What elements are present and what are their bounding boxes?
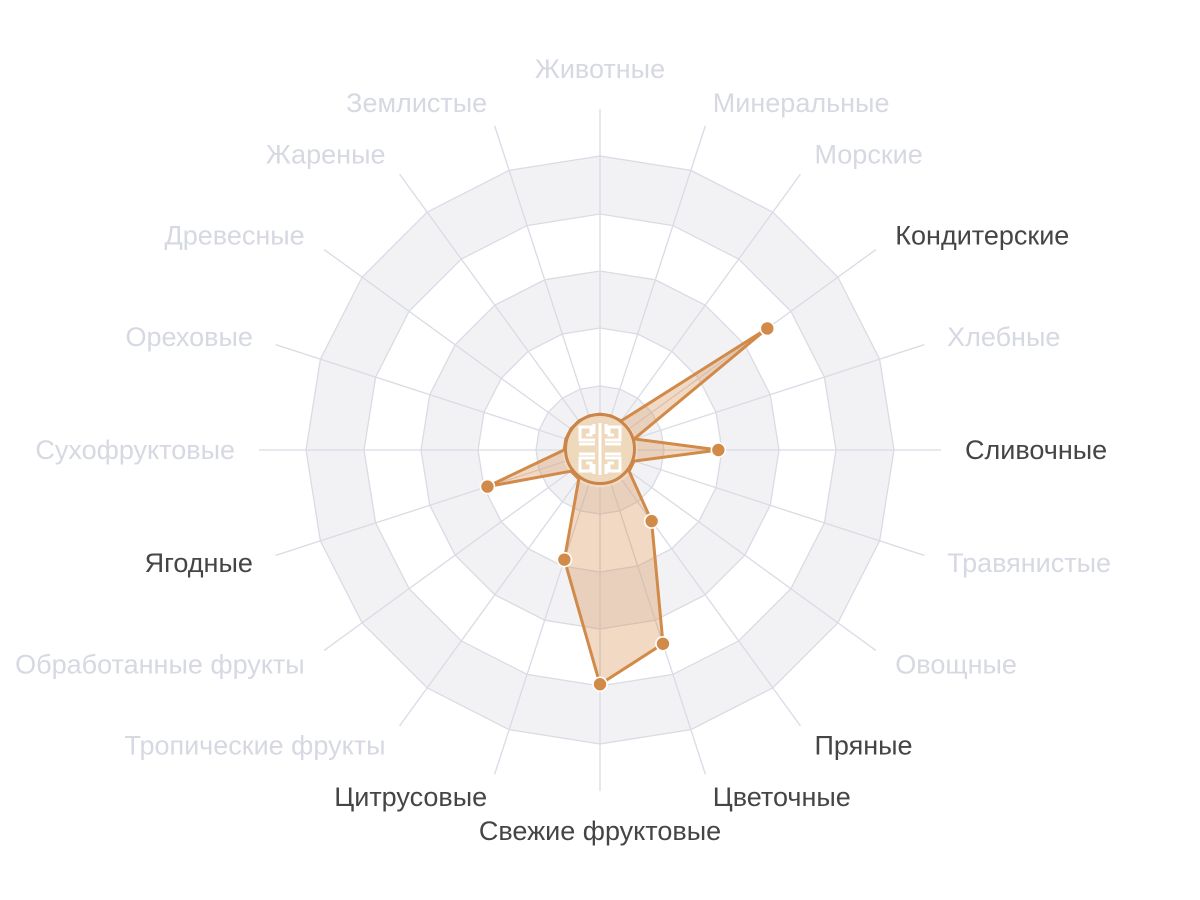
center-medallion: [564, 413, 636, 485]
axis-spoke: [399, 479, 579, 727]
axis-spoke: [610, 484, 706, 775]
axis-spoke: [621, 173, 801, 421]
axis-spoke: [629, 471, 877, 651]
axis-label-20: Землистые: [346, 88, 487, 118]
axis-spoke: [494, 125, 590, 416]
axis-spoke: [610, 125, 706, 416]
axis-label-16: Сухофруктовые: [35, 435, 235, 465]
shou-glyph-stroke: [578, 456, 595, 473]
axis-spoke: [634, 344, 925, 440]
axis-spoke: [494, 484, 590, 775]
axis-label-9: Пряные: [815, 730, 913, 760]
axis-label-13: Тропические фрукты: [124, 730, 385, 760]
axis-label-5: Хлебные: [947, 322, 1060, 352]
data-point-marker[interactable]: [710, 442, 727, 458]
axis-label-3: Морские: [815, 140, 923, 170]
shou-longevity-icon: [578, 423, 622, 475]
data-point-marker[interactable]: [592, 676, 608, 693]
axis-label-4: Кондитерские: [895, 221, 1069, 251]
axis-spoke: [275, 460, 566, 556]
axis-label-12: Цитрусовые: [334, 782, 487, 812]
axis-label-10: Цветочные: [713, 782, 851, 812]
axis-label-18: Древесные: [164, 221, 304, 251]
axis-spoke: [275, 344, 566, 440]
data-point-marker[interactable]: [556, 551, 573, 568]
axis-label-8: Овощные: [895, 650, 1017, 680]
shou-glyph-stroke: [579, 442, 621, 456]
axis-label-19: Жареные: [266, 140, 386, 170]
grid-band: [421, 271, 779, 629]
shou-glyph-stroke: [592, 464, 608, 474]
shou-glyph-stroke: [605, 425, 622, 442]
axis-label-11: Свежие фруктовые: [479, 816, 721, 846]
axis-label-14: Обработанные фрукты: [15, 650, 305, 680]
data-point-marker[interactable]: [759, 320, 776, 337]
data-point-marker[interactable]: [655, 635, 671, 652]
axis-label-6: Сливочные: [965, 435, 1107, 465]
axis-label-2: Минеральные: [713, 88, 890, 118]
axis-label-17: Ореховые: [125, 322, 252, 352]
axis-spoke: [323, 249, 571, 429]
axis-spoke: [399, 173, 579, 421]
shou-glyph-stroke: [605, 456, 622, 473]
axis-spoke: [634, 460, 925, 556]
shou-glyph-stroke: [578, 425, 595, 442]
axis-label-1: Животные: [535, 54, 665, 84]
axis-label-15: Ягодные: [145, 548, 253, 578]
axis-spoke: [323, 471, 571, 651]
shou-glyph-stroke: [592, 424, 608, 434]
axis-label-7: Травянистые: [947, 548, 1111, 578]
data-point-marker[interactable]: [479, 478, 496, 495]
data-point-marker[interactable]: [643, 513, 660, 529]
grid-band: [536, 386, 664, 514]
